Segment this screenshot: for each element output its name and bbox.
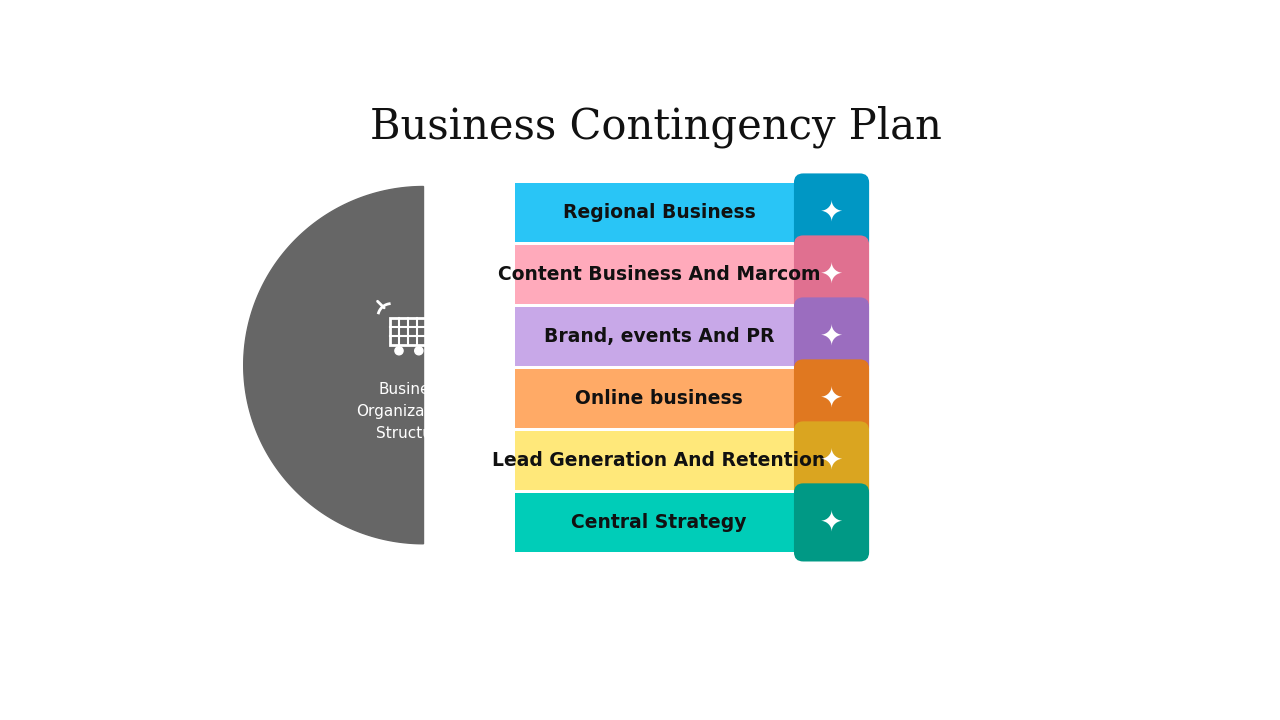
- FancyBboxPatch shape: [794, 483, 869, 562]
- Text: ✦: ✦: [820, 508, 844, 536]
- Text: Brand, events And PR: Brand, events And PR: [544, 327, 774, 346]
- FancyBboxPatch shape: [794, 421, 869, 500]
- FancyBboxPatch shape: [515, 183, 804, 243]
- FancyBboxPatch shape: [515, 307, 804, 366]
- Text: Business Contingency Plan: Business Contingency Plan: [370, 105, 942, 148]
- FancyBboxPatch shape: [794, 235, 869, 313]
- Text: ✦: ✦: [820, 384, 844, 413]
- Circle shape: [396, 347, 403, 355]
- FancyBboxPatch shape: [515, 431, 804, 490]
- Text: Regional Business: Regional Business: [563, 203, 755, 222]
- Text: Online business: Online business: [575, 389, 742, 408]
- FancyBboxPatch shape: [515, 369, 804, 428]
- Text: ✦: ✦: [820, 446, 844, 474]
- Text: ✦: ✦: [820, 261, 844, 289]
- FancyBboxPatch shape: [515, 492, 804, 552]
- FancyBboxPatch shape: [794, 297, 869, 376]
- FancyBboxPatch shape: [794, 359, 869, 438]
- FancyBboxPatch shape: [794, 174, 869, 251]
- Text: Lead Generation And Retention: Lead Generation And Retention: [493, 451, 826, 470]
- Text: Content Business And Marcom: Content Business And Marcom: [498, 265, 820, 284]
- Text: ✦: ✦: [820, 323, 844, 351]
- FancyBboxPatch shape: [515, 245, 804, 305]
- Text: Central Strategy: Central Strategy: [571, 513, 746, 532]
- Text: ✦: ✦: [820, 199, 844, 227]
- Text: Business
Organizational
Structure: Business Organizational Structure: [356, 382, 467, 441]
- Polygon shape: [243, 186, 424, 544]
- Circle shape: [415, 347, 422, 355]
